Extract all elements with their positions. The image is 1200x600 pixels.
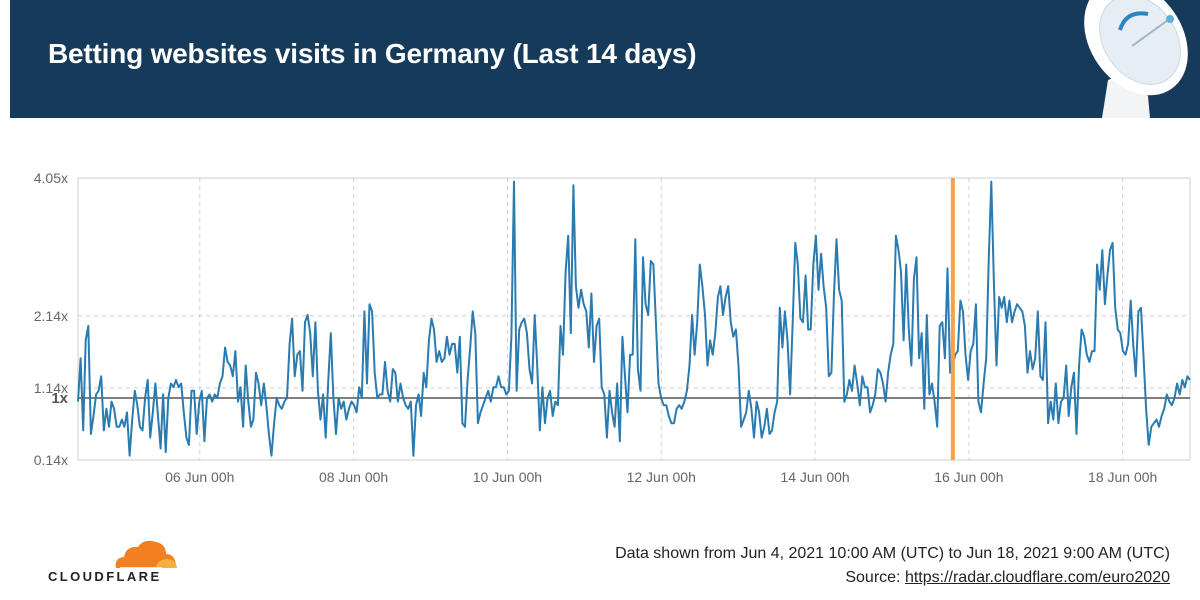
x-tick-label: 06 Jun 00h	[165, 469, 234, 485]
line-chart: 0.14x 1.14x 2.14x 4.05x 06 Jun 00h 08 Jun 00…	[34, 170, 1191, 485]
y-tick-label: 0.14x	[34, 452, 68, 468]
y-axis: 0.14x 1.14x 2.14x 4.05x	[34, 170, 68, 468]
x-tick-label: 16 Jun 00h	[934, 469, 1003, 485]
y-tick-label: 2.14x	[34, 308, 68, 324]
x-tick-label: 12 Jun 00h	[627, 469, 696, 485]
header-banner: Betting websites visits in Germany (Last…	[10, 0, 1200, 118]
data-range-note: Data shown from Jun 4, 2021 10:00 AM (UT…	[615, 545, 1170, 562]
source-label: Source:	[845, 569, 905, 586]
cloudflare-wordmark: CLOUDFLARE	[48, 569, 162, 584]
source-link[interactable]: https://radar.cloudflare.com/euro2020	[904, 569, 1170, 586]
cloudflare-logo: CLOUDFLARE	[48, 538, 178, 588]
y-tick-label: 4.05x	[34, 170, 68, 186]
x-axis: 06 Jun 00h 08 Jun 00h 10 Jun 00h 12 Jun 00h…	[165, 469, 1157, 485]
x-tick-label: 14 Jun 00h	[780, 469, 849, 485]
source-note: Source: https://radar.cloudflare.com/eur…	[845, 569, 1170, 587]
series-line-visits	[77, 180, 1191, 457]
cloud-icon	[115, 540, 177, 569]
y-tick-label: 1.14x	[34, 380, 68, 396]
x-tick-label: 18 Jun 00h	[1088, 469, 1157, 485]
page-title: Betting websites visits in Germany (Last…	[48, 38, 697, 69]
baseline-label: 1x	[51, 390, 68, 407]
x-tick-label: 10 Jun 00h	[473, 469, 542, 485]
x-tick-label: 08 Jun 00h	[319, 469, 388, 485]
satellite-dish-icon	[1084, 0, 1188, 118]
